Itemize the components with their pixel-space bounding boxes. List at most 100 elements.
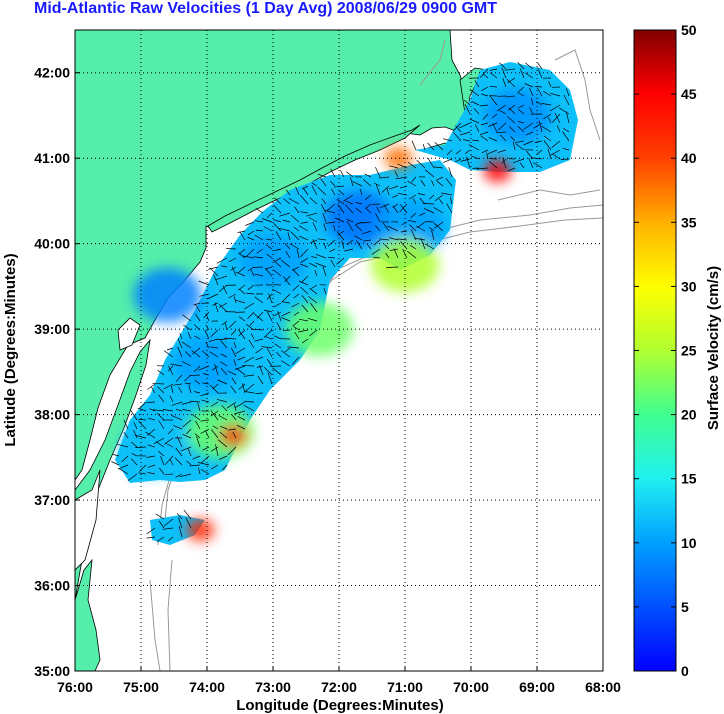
vector-arrow: [393, 248, 399, 259]
vector-arrow: [414, 237, 426, 241]
vector-arrow: [407, 162, 417, 169]
vector-arrow: [400, 204, 408, 214]
vector-arrow: [450, 196, 453, 205]
vector-arrow: [317, 173, 327, 178]
vector-arrow: [170, 363, 183, 367]
vector-arrow: [424, 243, 435, 250]
vector-arrow: [359, 188, 363, 196]
vector-arrow: [431, 230, 435, 241]
vector-arrow: [117, 443, 129, 448]
vector-arrow: [264, 367, 273, 376]
vector-arrow: [209, 351, 219, 358]
vector-arrow: [524, 83, 534, 88]
vector-arrow: [175, 409, 183, 412]
vector-arrow: [228, 293, 237, 299]
vector-arrow: [169, 395, 174, 403]
vector-arrow: [448, 167, 453, 178]
vector-arrow: [181, 341, 192, 349]
vector-arrow: [189, 374, 201, 377]
vector-arrow: [200, 392, 210, 397]
vector-arrow: [280, 317, 291, 322]
vector-arrow: [285, 189, 291, 196]
vector-arrow: [182, 361, 192, 367]
vector-arrow: [248, 339, 255, 349]
vector-arrow: [533, 162, 543, 169]
vector-arrow: [361, 221, 372, 224]
vector-arrow: [363, 239, 372, 242]
vector-arrow: [488, 137, 498, 142]
vector-arrow: [389, 165, 399, 169]
vector-arrow: [272, 367, 282, 376]
vector-arrow: [195, 313, 201, 322]
vector-arrow: [428, 226, 435, 232]
vector-arrow: [146, 455, 156, 458]
vector-arrow: [309, 329, 318, 337]
vector-arrow: [543, 140, 552, 151]
vector-arrow: [250, 333, 255, 340]
vector-arrow: [331, 188, 336, 196]
vector-arrow: [145, 431, 156, 439]
vector-arrow: [170, 414, 183, 421]
vector-arrow: [384, 244, 390, 250]
speed-blob: [239, 233, 307, 288]
vector-arrow: [191, 350, 201, 358]
vector-arrow: [334, 217, 345, 223]
vector-arrow: [209, 267, 219, 277]
vector-arrow: [517, 86, 525, 93]
vector-arrow: [517, 125, 525, 133]
vector-arrow: [499, 62, 507, 70]
vector-arrow: [355, 207, 363, 214]
vector-arrow: [220, 361, 228, 367]
vector-arrow: [146, 527, 156, 535]
vector-arrow: [460, 158, 471, 162]
vector-arrow: [519, 68, 525, 79]
vector-arrow: [508, 107, 516, 115]
vector-arrow: [230, 385, 237, 394]
vector-arrow: [288, 197, 300, 205]
vector-arrow: [533, 122, 543, 129]
vector-arrow: [407, 219, 417, 223]
vector-arrow: [481, 86, 489, 92]
vector-arrow: [170, 385, 174, 394]
vector-arrow: [275, 231, 282, 241]
vector-arrow: [179, 333, 183, 340]
vector-arrow: [480, 135, 489, 142]
vector-arrow: [243, 404, 255, 412]
map-title: Mid-Atlantic Raw Velocities (1 Day Avg) …: [34, 0, 497, 17]
vector-arrow: [505, 95, 516, 98]
vector-arrow: [308, 296, 318, 304]
vector-arrow: [300, 286, 309, 295]
vector-arrow: [330, 259, 336, 268]
vector-arrow: [230, 347, 237, 358]
vector-arrow: [209, 384, 219, 394]
vector-arrow: [194, 380, 201, 385]
vector-arrow: [242, 383, 246, 394]
vector-arrow: [371, 203, 381, 205]
vector-arrow: [266, 253, 273, 259]
vector-arrow: [253, 313, 264, 322]
vector-arrow: [238, 329, 246, 337]
vector-arrow: [247, 266, 255, 272]
vector-arrow: [279, 212, 291, 217]
x-tick-label: 71:00: [387, 679, 423, 695]
vector-arrow: [175, 447, 183, 457]
vector-arrow: [163, 350, 174, 358]
vector-arrow: [244, 302, 255, 310]
vector-arrow: [127, 473, 138, 481]
vector-arrow: [219, 431, 228, 439]
vector-arrow: [340, 170, 345, 178]
vector-arrow: [552, 153, 561, 160]
vector-arrow: [235, 271, 246, 277]
vector-arrow: [220, 367, 228, 376]
vector-arrow: [293, 326, 300, 331]
vector-arrow: [175, 473, 183, 478]
vector-arrow: [244, 401, 255, 403]
vector-arrow: [479, 131, 489, 136]
vector-arrow: [276, 352, 282, 358]
vector-arrow: [111, 461, 120, 466]
vector-arrow: [158, 394, 165, 403]
vector-arrow: [479, 104, 489, 107]
vector-arrow: [537, 62, 543, 70]
vector-arrow: [376, 206, 381, 214]
vector-arrow: [473, 108, 480, 115]
